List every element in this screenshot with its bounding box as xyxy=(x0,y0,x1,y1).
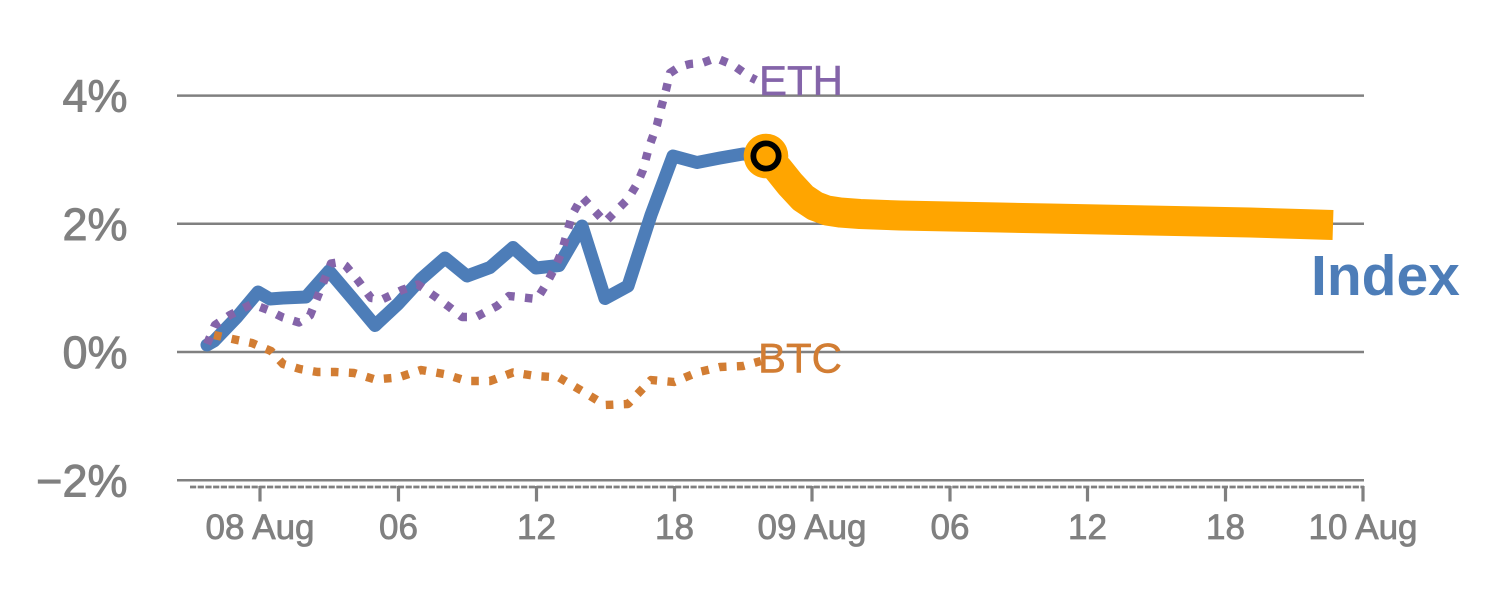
svg-text:18: 18 xyxy=(1206,508,1245,547)
svg-text:0%: 0% xyxy=(62,327,127,378)
svg-text:BTC: BTC xyxy=(758,335,842,382)
svg-text:09 Aug: 09 Aug xyxy=(758,508,867,547)
svg-text:−2%: −2% xyxy=(36,456,127,507)
svg-text:12: 12 xyxy=(1068,508,1107,547)
svg-text:08 Aug: 08 Aug xyxy=(206,508,315,547)
svg-text:ETH: ETH xyxy=(759,57,843,104)
svg-text:2%: 2% xyxy=(62,199,127,250)
svg-text:06: 06 xyxy=(379,508,418,547)
svg-text:18: 18 xyxy=(655,508,694,547)
svg-text:12: 12 xyxy=(517,508,556,547)
svg-text:4%: 4% xyxy=(62,70,127,121)
svg-text:06: 06 xyxy=(931,508,970,547)
svg-text:10 Aug: 10 Aug xyxy=(1309,508,1418,547)
svg-text:Index: Index xyxy=(1311,244,1460,308)
